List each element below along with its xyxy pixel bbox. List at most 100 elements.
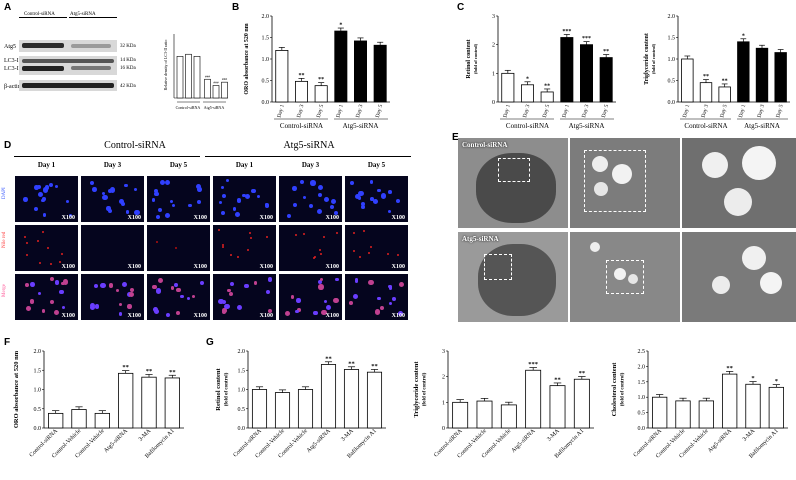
fluorescence-cell: X100 (14, 273, 79, 321)
d-row-label: Nile red (2, 231, 7, 248)
significance-marker: *** (528, 361, 538, 368)
y-tick-label: 2.0 (668, 14, 676, 20)
category-label: Day 3 (701, 104, 710, 119)
significance-marker: ** (318, 77, 324, 83)
d-day-label: Day 5 (367, 161, 386, 169)
magnification-label: X100 (61, 313, 75, 319)
y-tick-label: 0 (492, 100, 495, 106)
group-label: Control-siRNA (684, 122, 727, 130)
y-tick-label: 2.5 (638, 349, 646, 355)
bar (698, 400, 714, 429)
y-tick-label: 1.0 (238, 388, 246, 394)
panel-label-e: E (452, 132, 459, 143)
magnification-label: X100 (259, 264, 273, 270)
blot-group-atg5: Atg5-siRNA (70, 12, 96, 17)
category-label: Day 3 (522, 104, 531, 119)
bar (652, 396, 668, 429)
magnification-label: X100 (61, 215, 75, 221)
panel-label-b: B (232, 2, 240, 13)
magnification-label: X100 (259, 313, 273, 319)
bar (745, 383, 761, 429)
fluorescence-cell: X100 (212, 224, 277, 272)
d-day-label: Day 1 (235, 161, 254, 169)
y-tick-label: 0 (442, 426, 445, 432)
group-label: Atg5-siRNA (744, 122, 780, 130)
tem-atg5-zoom1 (570, 232, 680, 322)
tem-control-zoom2 (682, 138, 796, 228)
significance-marker: ** (703, 74, 709, 80)
d-group-line (205, 156, 411, 157)
bar (274, 392, 291, 429)
category-label: Day 3 (355, 104, 364, 119)
chart-a-sig: ### (222, 77, 228, 81)
d-day-label: Day 1 (37, 161, 56, 169)
y-tick-label: 3 (442, 349, 445, 355)
magnification-label: X100 (193, 313, 207, 319)
y-axis-sublabel: (fold of control) (473, 43, 478, 74)
y-tick-label: 0.0 (262, 100, 270, 106)
y-tick-label: 0.0 (238, 426, 246, 432)
y-tick-label: 1.5 (668, 36, 676, 42)
y-tick-label: 2.0 (34, 349, 42, 355)
panel-label-f: F (4, 337, 11, 348)
significance-marker: *** (582, 36, 591, 42)
y-tick-label: 2 (442, 375, 445, 381)
significance-marker: * (742, 33, 745, 39)
d-row-label: DAPI (2, 187, 7, 199)
bar (774, 52, 787, 103)
panel-label-d: D (4, 140, 12, 151)
y-tick-label: 1.0 (262, 57, 270, 63)
y-tick-label: 1 (442, 400, 445, 406)
category-label: Day 1 (277, 104, 286, 119)
y-tick-label: 0.5 (34, 407, 42, 413)
bar (521, 84, 534, 103)
magnification-label: X100 (61, 264, 75, 270)
magnification-label: X100 (391, 313, 405, 319)
y-tick-label: 2.0 (238, 349, 246, 355)
category-label: Day 1 (738, 104, 747, 119)
d-group-atg5: Atg5-siRNA (283, 140, 335, 151)
y-axis-label: ORO absorbance at 520 nm (244, 23, 250, 94)
chart-f-oro: ORO absorbance at 520 nm0.00.51.01.52.0C… (13, 349, 184, 460)
tem-control-overview: Control-siRNA (458, 138, 568, 228)
category-label: Day 1 (336, 104, 345, 119)
bar (314, 85, 328, 103)
fluorescence-cell: X100 (146, 175, 211, 223)
significance-marker: *** (562, 29, 571, 35)
tem-control-label: Control-siRNA (462, 141, 508, 149)
magnification-label: X100 (193, 215, 207, 221)
significance-marker: ** (169, 369, 176, 376)
bar (681, 58, 694, 103)
chart-b-oro: ORO absorbance at 520 nm 0.0 0.5 1.0 1.5 2.0 D… (244, 14, 390, 130)
bar (297, 389, 314, 429)
fluorescence-cell: X100 (344, 224, 409, 272)
y-tick-label: 1.0 (638, 395, 646, 401)
category-label: Day 3 (757, 104, 766, 119)
tem-atg5-overview: Atg5-siRNA (458, 232, 568, 322)
bar (295, 80, 308, 103)
bar (718, 86, 731, 103)
tem-panel: Control-siRNA Atg5-siRNA (458, 138, 796, 328)
bar (320, 364, 337, 429)
blot-group-line (19, 17, 67, 18)
chart-c-triglyceride: Triglyceride content (fold of control) 0.0… (644, 14, 790, 130)
magnification-label: X100 (391, 264, 405, 270)
chart-a-ylabel: Relative density of LC3-II ratio (163, 40, 168, 91)
chart-a-bar (204, 78, 211, 99)
significance-marker: ** (726, 365, 733, 372)
blot-row-label: Atg5 (4, 44, 16, 50)
bar (343, 369, 360, 429)
panel-label-g: G (206, 337, 214, 348)
blot-kda: 32 KDa (120, 44, 136, 49)
significance-marker: ** (544, 83, 550, 89)
y-axis-label: Cholesterol content (611, 362, 618, 417)
bar (366, 371, 383, 429)
group-label: Control-siRNA (506, 122, 549, 130)
fluorescence-cell: X100 (146, 224, 211, 272)
chart-g-retinol: Retinol content (fold of control) 0.0 0.5 1.… (215, 349, 386, 460)
significance-marker: ** (122, 364, 128, 371)
magnification-label: X100 (391, 215, 405, 221)
chart-a-bar (185, 53, 192, 99)
magnification-label: X100 (325, 313, 339, 319)
blot-kda: 42 KDa (120, 84, 136, 89)
